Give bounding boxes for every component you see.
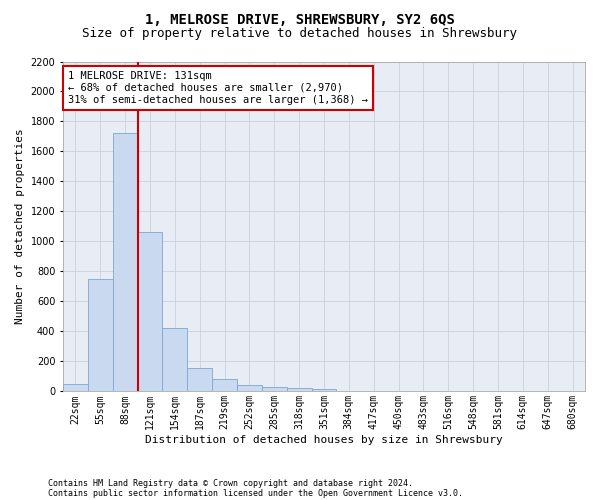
X-axis label: Distribution of detached houses by size in Shrewsbury: Distribution of detached houses by size … — [145, 435, 503, 445]
Text: Contains HM Land Registry data © Crown copyright and database right 2024.: Contains HM Land Registry data © Crown c… — [48, 478, 413, 488]
Text: 1 MELROSE DRIVE: 131sqm
← 68% of detached houses are smaller (2,970)
31% of semi: 1 MELROSE DRIVE: 131sqm ← 68% of detache… — [68, 72, 368, 104]
Y-axis label: Number of detached properties: Number of detached properties — [15, 128, 25, 324]
Bar — [187, 368, 212, 392]
Bar — [262, 387, 287, 392]
Bar — [311, 389, 337, 392]
Bar — [287, 388, 311, 392]
Text: Size of property relative to detached houses in Shrewsbury: Size of property relative to detached ho… — [83, 28, 517, 40]
Bar — [113, 134, 137, 392]
Bar — [337, 390, 361, 392]
Bar — [212, 380, 237, 392]
Bar — [88, 279, 113, 392]
Bar — [137, 232, 163, 392]
Bar — [63, 384, 88, 392]
Bar — [237, 384, 262, 392]
Bar — [163, 328, 187, 392]
Text: 1, MELROSE DRIVE, SHREWSBURY, SY2 6QS: 1, MELROSE DRIVE, SHREWSBURY, SY2 6QS — [145, 12, 455, 26]
Text: Contains public sector information licensed under the Open Government Licence v3: Contains public sector information licen… — [48, 488, 463, 498]
